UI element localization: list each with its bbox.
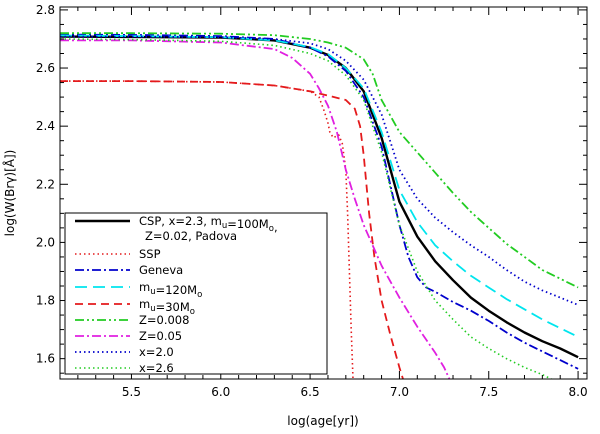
x-tick-label: 8.0 (569, 385, 588, 399)
legend-label-1-line2: Z=0.02, Padova (145, 229, 237, 243)
series-line-7 (60, 39, 451, 379)
legend-label-5: mu=30Mo (139, 297, 195, 317)
legend-label-1: CSP, x=2.3, mu=100Mo, (139, 214, 278, 234)
series-line-5 (60, 80, 404, 379)
x-tick-label: 6.0 (211, 385, 230, 399)
legend-label-9: x=2.6 (139, 361, 174, 375)
x-tick-label: 6.5 (301, 385, 320, 399)
legend-label-6: Z=0.008 (139, 313, 189, 327)
x-tick-label: 5.5 (122, 385, 141, 399)
legend-label-3: Geneva (139, 263, 183, 277)
y-tick-label: 2.0 (36, 235, 55, 249)
series-layer (60, 32, 579, 379)
x-tick-label: 7.5 (479, 385, 498, 399)
legend-box (64, 212, 328, 375)
y-tick-label: 2.2 (36, 177, 55, 191)
series-line-6 (60, 32, 579, 289)
series-line-3 (60, 33, 579, 370)
y-axis-label: log(W(Brγ)[Å]) (2, 150, 17, 237)
y-tick-label: 2.8 (36, 3, 55, 17)
series-line-9 (60, 38, 552, 379)
x-axis-label: log(age[yr]) (287, 414, 358, 428)
tick-layer: 5.5 6.0 6.5 7.0 7.5 8.0 1.6 1.8 2.0 2.2 2.4 2.6 2.8 (36, 3, 588, 399)
legend-label-8: x=2.0 (139, 345, 174, 359)
x-tick-label: 7.0 (390, 385, 409, 399)
series-line-4 (60, 34, 579, 338)
legend-label-2: SSP (139, 247, 161, 261)
legend-label-7: Z=0.05 (139, 329, 182, 343)
legend: CSP, x=2.3, mu=100Mo,Z=0.02, Padova SSP Ge… (64, 212, 328, 375)
legend-label-4: mu=120Mo (139, 280, 202, 300)
y-tick-label: 1.8 (36, 294, 55, 308)
y-tick-label: 2.4 (36, 119, 55, 133)
series-line-2 (60, 80, 354, 379)
plot-frame (59, 6, 588, 380)
y-tick-label: 1.6 (36, 352, 55, 366)
y-tick-label: 2.6 (36, 61, 55, 75)
